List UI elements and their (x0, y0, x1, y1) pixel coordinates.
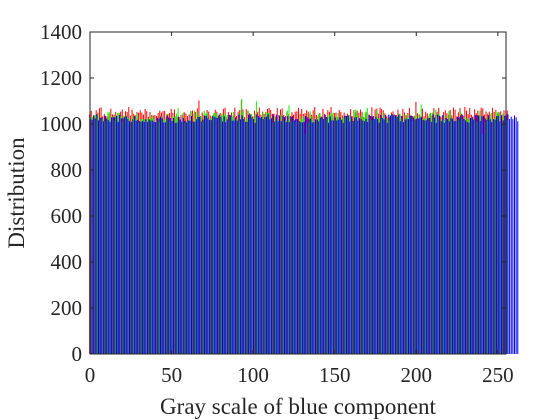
x-tick-label: 150 (319, 363, 351, 387)
y-tick-label: 600 (51, 204, 83, 228)
bars-layer (89, 99, 519, 354)
x-tick-label: 100 (237, 363, 269, 387)
ticks-layer: 0 50 100 150 200 250 0 200 400 600 800 1000 1200 1400 (40, 20, 514, 387)
y-tick-label: 0 (72, 342, 83, 366)
plot-frame (89, 31, 507, 355)
y-tick-label: 800 (51, 158, 83, 182)
y-tick-label: 400 (51, 250, 83, 274)
y-tick-label: 1400 (40, 20, 82, 44)
x-tick-label: 50 (161, 363, 182, 387)
x-tick-label: 0 (85, 363, 96, 387)
x-tick-label: 250 (482, 363, 514, 387)
x-axis-label: Gray scale of blue component (160, 394, 437, 419)
y-tick-label: 200 (51, 296, 83, 320)
y-axis-label: Distribution (4, 137, 29, 249)
y-tick-label: 1000 (40, 112, 82, 136)
x-tick-label: 200 (401, 363, 433, 387)
y-tick-label: 1200 (40, 66, 82, 90)
